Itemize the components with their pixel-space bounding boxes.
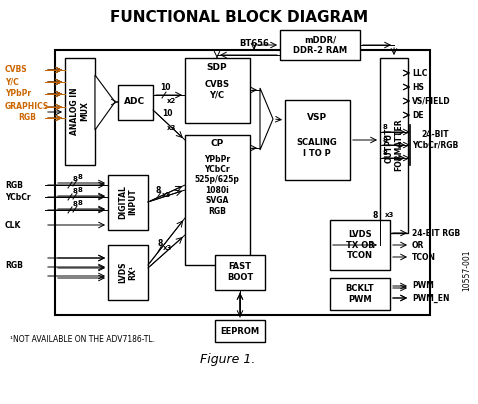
Text: CVBS: CVBS (5, 65, 28, 74)
Bar (285, 100, 350, 180)
Text: ADC: ADC (124, 97, 146, 107)
Text: 10: 10 (162, 109, 173, 118)
Text: x3: x3 (162, 192, 172, 198)
Text: x3: x3 (167, 125, 176, 131)
Text: Y/C: Y/C (5, 78, 19, 86)
Text: OR: OR (412, 240, 424, 250)
Text: LLC: LLC (412, 69, 427, 78)
Text: HS: HS (412, 82, 424, 91)
Text: x3: x3 (163, 245, 173, 251)
Text: SCALING
I TO P: SCALING I TO P (297, 138, 337, 158)
Text: EEPROM: EEPROM (220, 326, 260, 335)
Text: YCbCr: YCbCr (5, 192, 31, 202)
Text: VS/FIELD: VS/FIELD (412, 97, 451, 105)
Text: 8: 8 (73, 188, 78, 194)
Bar (215, 255, 265, 290)
Bar (330, 278, 390, 310)
Text: x3: x3 (385, 212, 394, 218)
Polygon shape (260, 88, 273, 150)
Text: BT656: BT656 (239, 39, 269, 48)
Text: GRAPHICS
RGB: GRAPHICS RGB (5, 102, 49, 122)
Text: 8: 8 (383, 137, 388, 143)
Text: SDP: SDP (206, 63, 228, 72)
Bar (118, 85, 153, 120)
Text: 8: 8 (78, 174, 83, 180)
Text: VSP: VSP (307, 114, 327, 122)
Text: YPbPr: YPbPr (5, 90, 31, 99)
Text: 8: 8 (157, 239, 163, 248)
Text: FUNCTIONAL BLOCK DIAGRAM: FUNCTIONAL BLOCK DIAGRAM (110, 10, 368, 25)
Text: ¹NOT AVAILABLE ON THE ADV7186-TL.: ¹NOT AVAILABLE ON THE ADV7186-TL. (10, 335, 155, 344)
Text: TCON: TCON (412, 252, 436, 261)
Text: 8: 8 (78, 187, 83, 193)
Text: FAST
BOOT: FAST BOOT (227, 262, 253, 282)
Text: 10: 10 (160, 83, 170, 92)
Bar (108, 245, 148, 300)
Text: OUTPUT
FORMATTER: OUTPUT FORMATTER (384, 119, 404, 171)
Text: RGB: RGB (5, 181, 23, 189)
Text: BCKLT
PWM: BCKLT PWM (346, 284, 374, 304)
Text: CVBS
Y/C: CVBS Y/C (205, 80, 229, 100)
Text: DE: DE (412, 111, 424, 120)
Text: x2: x2 (167, 98, 176, 104)
Text: YPbPr
YCbCr
525p/625p
1080i
SVGA
RGB: YPbPr YCbCr 525p/625p 1080i SVGA RGB (195, 154, 239, 215)
Text: 24-BIT
YCbCr/RGB: 24-BIT YCbCr/RGB (412, 130, 458, 150)
Polygon shape (95, 75, 115, 130)
Bar (185, 135, 250, 265)
Text: DIGITAL
INPUT: DIGITAL INPUT (118, 185, 138, 219)
Text: 8: 8 (73, 201, 78, 207)
Bar (330, 220, 390, 270)
Bar (185, 58, 250, 123)
Text: RGB: RGB (5, 261, 23, 269)
Text: CP: CP (210, 139, 224, 147)
Text: 8: 8 (78, 200, 83, 206)
Text: 10557-001: 10557-001 (463, 249, 471, 291)
Text: 8: 8 (372, 210, 378, 219)
Bar (108, 175, 148, 230)
Text: 8: 8 (383, 124, 388, 130)
Text: CLK: CLK (5, 221, 22, 229)
Text: mDDR/
DDR-2 RAM: mDDR/ DDR-2 RAM (293, 35, 347, 55)
Text: ANALOG IN
MUX: ANALOG IN MUX (70, 87, 90, 135)
Text: 8: 8 (73, 176, 78, 182)
Bar (215, 320, 265, 342)
Text: PWM: PWM (412, 282, 434, 290)
Bar (380, 58, 408, 233)
Text: 8: 8 (155, 186, 161, 195)
Text: Figure 1.: Figure 1. (200, 354, 255, 366)
Bar (65, 58, 95, 165)
Text: PWM_EN: PWM_EN (412, 293, 449, 303)
Text: 8: 8 (383, 150, 388, 156)
Text: LVDS
RX¹: LVDS RX¹ (118, 261, 138, 283)
Text: LVDS
TX OR
TCON: LVDS TX OR TCON (346, 230, 374, 260)
Text: 24-BIT RGB: 24-BIT RGB (412, 229, 460, 238)
Bar (55, 50, 430, 315)
Bar (280, 30, 360, 60)
